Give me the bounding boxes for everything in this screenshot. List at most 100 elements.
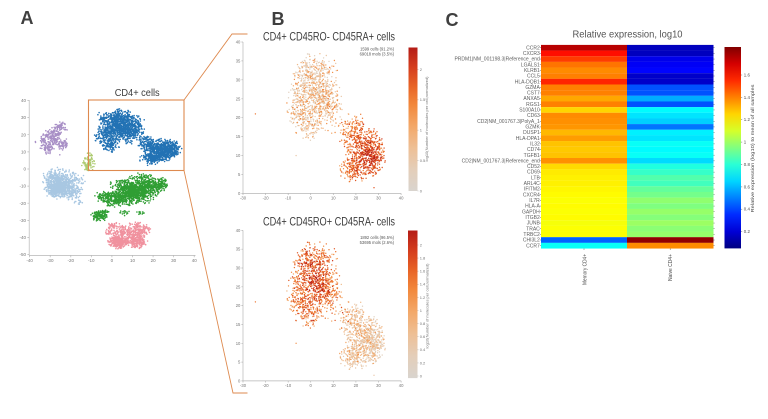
svg-text:15: 15	[236, 134, 241, 139]
svg-text:CHI3L2: CHI3L2	[523, 238, 540, 244]
svg-text:40: 40	[236, 228, 241, 233]
svg-text:-20: -20	[263, 383, 270, 388]
svg-text:TRAC: TRAC	[526, 226, 540, 232]
svg-text:30: 30	[171, 258, 177, 263]
svg-text:1.2: 1.2	[420, 295, 426, 300]
svg-text:20: 20	[236, 303, 241, 308]
svg-text:20: 20	[236, 115, 241, 120]
svg-text:S100A10: S100A10	[519, 108, 540, 114]
svg-text:10: 10	[236, 341, 241, 346]
svg-text:25: 25	[236, 284, 241, 289]
svg-text:30: 30	[236, 77, 241, 82]
svg-text:0: 0	[420, 373, 423, 378]
svg-text:0.6: 0.6	[420, 334, 426, 339]
svg-text:35: 35	[236, 247, 241, 252]
svg-text:-40: -40	[19, 235, 26, 240]
svg-text:1: 1	[420, 128, 423, 133]
svg-text:CD74: CD74	[527, 147, 540, 153]
svg-text:2: 2	[420, 67, 423, 72]
svg-text:Relative expression (log10) to: Relative expression (log10) to mean of a…	[750, 85, 755, 213]
svg-text:RGS1: RGS1	[526, 102, 540, 108]
svg-text:1: 1	[744, 140, 747, 145]
svg-text:-10: -10	[285, 383, 292, 388]
svg-text:40: 40	[192, 258, 198, 263]
svg-text:0: 0	[23, 167, 26, 172]
svg-text:40: 40	[399, 195, 404, 200]
svg-text:10: 10	[130, 258, 136, 263]
svg-text:CD69: CD69	[527, 170, 540, 176]
svg-text:0: 0	[420, 188, 423, 193]
svg-text:40: 40	[399, 383, 404, 388]
svg-text:30: 30	[21, 115, 27, 120]
svg-text:IL7R: IL7R	[529, 198, 540, 204]
svg-text:0.8: 0.8	[744, 162, 751, 167]
svg-text:TGFB1: TGFB1	[524, 153, 540, 159]
svg-text:1.2: 1.2	[744, 117, 751, 122]
svg-text:-30: -30	[240, 383, 247, 388]
svg-text:35: 35	[236, 58, 241, 63]
svg-text:CD2|NM_001767.3|Reference_end: CD2|NM_001767.3|Reference_end	[462, 158, 540, 164]
svg-text:0.8: 0.8	[420, 321, 426, 326]
svg-text:0: 0	[238, 191, 241, 196]
svg-text:-10: -10	[88, 258, 95, 263]
svg-text:-50: -50	[19, 252, 26, 257]
svg-text:10: 10	[331, 195, 336, 200]
svg-text:0.2: 0.2	[420, 360, 426, 365]
svg-text:log10(Number of molecules per: log10(Number of molecules per cell,norma…	[426, 263, 430, 348]
svg-text:CCR2: CCR2	[526, 45, 540, 51]
svg-text:-30: -30	[19, 218, 26, 223]
svg-text:CD52: CD52	[527, 164, 540, 170]
svg-text:1599 cells (91.2%): 1599 cells (91.2%)	[360, 46, 395, 51]
svg-text:0: 0	[111, 258, 114, 263]
svg-text:1.6: 1.6	[420, 269, 426, 274]
svg-text:CD2|NM_001767.3|PolyA_1: CD2|NM_001767.3|PolyA_1	[477, 119, 540, 125]
svg-text:69018 mols (3.5%): 69018 mols (3.5%)	[360, 51, 395, 56]
svg-text:1: 1	[420, 308, 423, 313]
svg-text:20: 20	[354, 195, 359, 200]
svg-text:30: 30	[236, 266, 241, 271]
svg-text:1.8: 1.8	[420, 256, 426, 261]
svg-text:ANXA5: ANXA5	[523, 96, 540, 102]
svg-text:1.4: 1.4	[744, 95, 751, 100]
svg-text:GAPDH: GAPDH	[522, 209, 540, 215]
svg-text:CXCR3: CXCR3	[523, 51, 540, 57]
svg-text:CXCR4: CXCR4	[523, 192, 540, 198]
svg-text:PRDM1|NM_001198.3|Reference_en: PRDM1|NM_001198.3|Reference_end	[454, 57, 540, 63]
svg-text:IL32: IL32	[530, 142, 540, 148]
svg-text:Relative expression, log10: Relative expression, log10	[573, 29, 683, 41]
svg-text:TRBC2: TRBC2	[523, 232, 540, 238]
svg-text:40: 40	[236, 40, 241, 45]
svg-text:0: 0	[310, 195, 313, 200]
svg-text:-30: -30	[47, 258, 54, 263]
svg-text:1.5: 1.5	[420, 97, 426, 102]
svg-text:0.4: 0.4	[744, 207, 751, 212]
svg-text:CCR7: CCR7	[526, 243, 540, 249]
svg-text:GZMK: GZMK	[525, 125, 540, 131]
svg-text:CD4+ CD45RO+ CD45RA- cells: CD4+ CD45RO+ CD45RA- cells	[263, 214, 395, 228]
svg-text:Naive CD4+: Naive CD4+	[668, 254, 674, 281]
svg-text:-30: -30	[240, 195, 247, 200]
svg-text:-20: -20	[19, 201, 26, 206]
svg-text:-10: -10	[19, 184, 26, 189]
svg-text:10: 10	[21, 150, 27, 155]
svg-text:HLA-A: HLA-A	[525, 204, 540, 210]
svg-text:CD63: CD63	[527, 113, 540, 119]
svg-text:0.5: 0.5	[420, 158, 426, 163]
svg-text:ITGB2: ITGB2	[525, 215, 540, 221]
svg-text:0.2: 0.2	[744, 229, 751, 234]
svg-text:DUSP1: DUSP1	[523, 130, 540, 136]
svg-text:2: 2	[420, 242, 423, 247]
svg-text:20: 20	[354, 383, 359, 388]
svg-text:HLA-DPA1: HLA-DPA1	[516, 136, 540, 142]
svg-text:53695 mols (2.6%): 53695 mols (2.6%)	[360, 240, 395, 245]
svg-text:10: 10	[331, 383, 336, 388]
svg-text:LTB: LTB	[531, 175, 540, 181]
svg-text:-10: -10	[285, 195, 292, 200]
svg-text:5: 5	[238, 360, 241, 365]
svg-text:IFITM2: IFITM2	[524, 187, 540, 193]
svg-text:-20: -20	[68, 258, 75, 263]
svg-text:25: 25	[236, 96, 241, 101]
svg-text:10: 10	[236, 153, 241, 158]
svg-text:log10(Number of molecules per: log10(Number of molecules per cell,norma…	[425, 77, 429, 162]
svg-text:CD4+ cells: CD4+ cells	[115, 88, 160, 99]
